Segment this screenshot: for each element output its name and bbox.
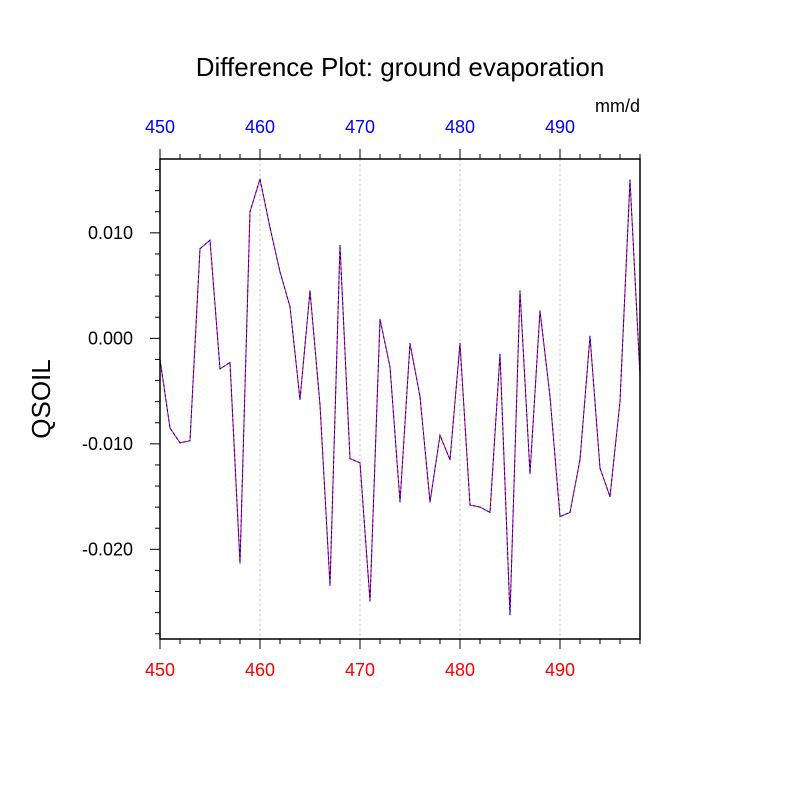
data-point: [169, 427, 171, 429]
data-point: [269, 226, 271, 229]
data-point: [529, 472, 531, 474]
y-tick-label: 0.010: [88, 223, 133, 243]
data-point: [229, 362, 231, 364]
data-point: [439, 434, 441, 436]
grid: [259, 159, 561, 639]
data-point: [219, 368, 221, 370]
data-point: [379, 318, 381, 320]
chart-title: Difference Plot: ground evaporation: [196, 52, 605, 82]
data-point: [249, 211, 251, 213]
x-tick-label-top: 490: [545, 117, 575, 137]
y-tick-label: 0.000: [88, 328, 133, 348]
top-tick-labels: 450 460 470 480 490: [145, 117, 575, 137]
data-point: [499, 353, 501, 355]
data-point: [209, 239, 211, 241]
data-point: [349, 458, 351, 460]
x-tick-label-top: 460: [245, 117, 275, 137]
data-point: [519, 290, 521, 292]
axis-ticks: [150, 149, 641, 649]
data-point: [509, 614, 511, 616]
data-point: [429, 501, 431, 503]
x-tick-label-bottom: 450: [145, 660, 175, 680]
data-point: [479, 506, 481, 508]
data-point: [599, 467, 601, 469]
data-point: [619, 401, 621, 403]
data-point: [279, 271, 281, 273]
y-axis-label: QSOIL: [26, 359, 56, 438]
x-tick-label-bottom: 490: [545, 660, 575, 680]
plot-frame: [159, 158, 641, 640]
data-point: [459, 343, 461, 345]
data-point: [419, 395, 421, 397]
series-line-red: [159, 178, 641, 615]
units-label: mm/d: [595, 96, 640, 116]
data-point: [239, 562, 241, 564]
data-point: [189, 440, 191, 442]
y-tick-label: -0.020: [82, 539, 133, 559]
data-point: [339, 244, 341, 247]
data-point: [409, 343, 411, 345]
data-point: [359, 462, 361, 464]
data-point: [289, 306, 291, 308]
data-point: [299, 398, 301, 401]
data-point: [549, 395, 551, 397]
data-point: [319, 404, 321, 406]
x-tick-label-top: 480: [445, 117, 475, 137]
data-point: [629, 179, 631, 181]
data-point: [179, 442, 181, 444]
data-point: [469, 504, 471, 506]
data-point: [389, 366, 391, 368]
data-point: [329, 584, 331, 586]
data-point: [539, 310, 541, 312]
data-point: [259, 178, 261, 180]
data-point: [579, 459, 581, 461]
x-tick-label-bottom: 480: [445, 660, 475, 680]
data-point: [199, 248, 201, 250]
series-lines: [159, 178, 641, 616]
bottom-tick-labels: 450 460 470 480 490: [145, 660, 575, 680]
data-point: [589, 335, 591, 337]
x-tick-label-top: 470: [345, 117, 375, 137]
data-point: [489, 511, 491, 514]
data-point: [399, 501, 401, 503]
data-point: [569, 511, 571, 514]
x-tick-label-top: 450: [145, 117, 175, 137]
x-tick-label-bottom: 470: [345, 660, 375, 680]
data-point: [449, 459, 451, 461]
data-point: [559, 516, 561, 518]
y-tick-labels: 0.010 0.000 -0.010 -0.020: [82, 223, 133, 559]
x-tick-label-bottom: 460: [245, 660, 275, 680]
data-point: [369, 600, 371, 602]
y-tick-label: -0.010: [82, 434, 133, 454]
data-point: [309, 290, 311, 292]
data-point: [609, 495, 611, 498]
